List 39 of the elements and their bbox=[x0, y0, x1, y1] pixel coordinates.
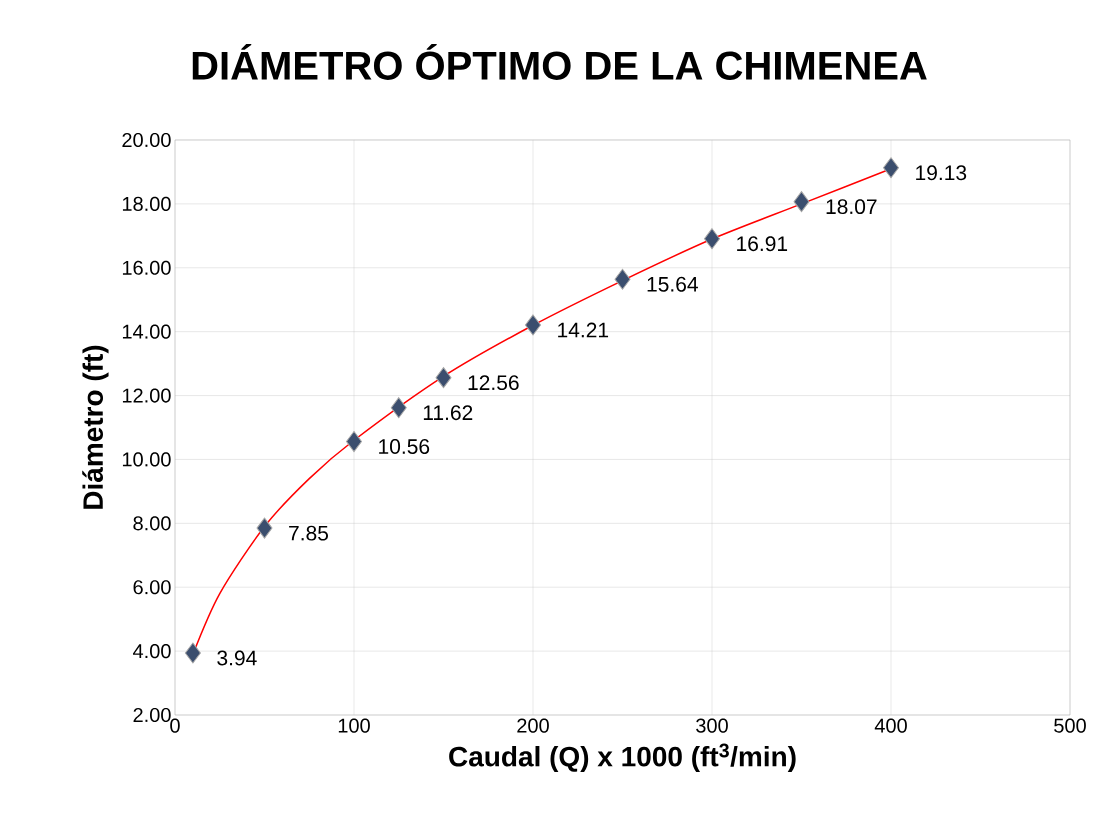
point bbox=[883, 157, 900, 179]
point bbox=[256, 517, 273, 539]
data-label: 12.56 bbox=[468, 375, 519, 391]
point bbox=[614, 268, 631, 290]
y-tick-label: 8.00 bbox=[133, 516, 171, 531]
x-tick-label: 0 bbox=[170, 718, 180, 733]
y-tick-label: 10.00 bbox=[122, 452, 171, 467]
y-tick-label: 18.00 bbox=[122, 196, 171, 211]
data-label: 19.13 bbox=[916, 165, 967, 181]
y-axis-title: Diámetro (ft) bbox=[82, 345, 109, 509]
y-tick-label: 6.00 bbox=[133, 580, 171, 595]
point bbox=[793, 191, 810, 213]
data-label: 15.64 bbox=[647, 276, 698, 292]
y-tick-label: 12.00 bbox=[122, 388, 171, 403]
point bbox=[390, 397, 407, 419]
point bbox=[525, 314, 541, 336]
data-label: 18.07 bbox=[826, 199, 877, 215]
data-label: 7.85 bbox=[289, 525, 329, 541]
data-label: 16.91 bbox=[737, 236, 788, 252]
data-label: 10.56 bbox=[379, 439, 430, 454]
data-label: 3.94 bbox=[217, 650, 257, 666]
y-tick-label: 20.00 bbox=[122, 132, 171, 148]
y-tick-label: 14.00 bbox=[122, 324, 171, 339]
x-tick-label: 500 bbox=[1054, 718, 1086, 733]
point bbox=[704, 228, 720, 250]
data-label: 14.21 bbox=[558, 322, 609, 338]
y-tick-label: 16.00 bbox=[122, 260, 171, 275]
point bbox=[346, 431, 362, 453]
chart-title: DIÁMETRO ÓPTIMO DE LA CHIMENEA bbox=[192, 44, 927, 80]
y-tick-label: 4.00 bbox=[133, 644, 171, 659]
x-axis-title: Caudal (Q) x 1000 (ft$^{3}$/min) bbox=[449, 743, 796, 773]
y-tick-label: 2.00 bbox=[133, 707, 171, 723]
data-label: 11.62 bbox=[423, 405, 473, 421]
point bbox=[435, 367, 452, 389]
x-tick-label: 100 bbox=[338, 718, 370, 733]
x-tick-label: 200 bbox=[517, 718, 549, 733]
x-tick-label: 300 bbox=[696, 718, 728, 733]
x-tick-label: 400 bbox=[874, 718, 907, 733]
point bbox=[184, 642, 201, 664]
